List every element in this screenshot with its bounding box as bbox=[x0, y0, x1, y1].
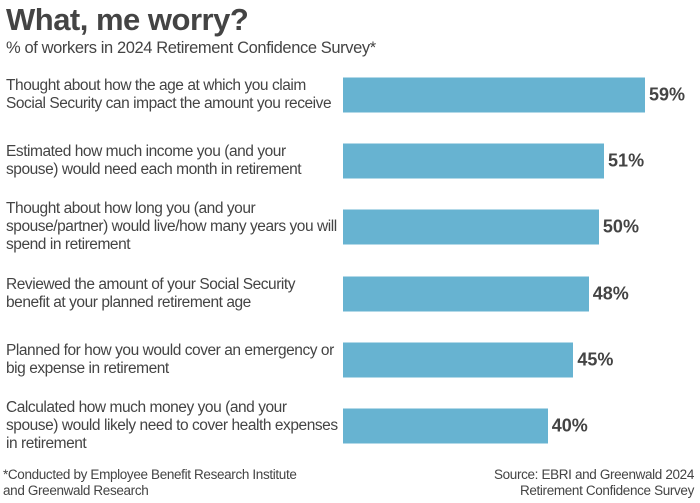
category-label: Calculated how much money you (and your … bbox=[6, 399, 338, 452]
category-label: Reviewed the amount of your Social Secur… bbox=[6, 275, 296, 311]
data-label: 48% bbox=[592, 283, 629, 304]
chart-title: What, me worry? bbox=[6, 2, 249, 37]
bar-row: Planned for how you would cover an emerg… bbox=[0, 327, 700, 393]
bar-row: Reviewed the amount of your Social Secur… bbox=[0, 261, 700, 327]
bar bbox=[343, 408, 548, 444]
data-label: 45% bbox=[577, 349, 614, 370]
chart-subtitle: % of workers in 2024 Retirement Confiden… bbox=[6, 39, 376, 57]
data-label: 59% bbox=[649, 84, 686, 105]
source-note: Source: EBRI and Greenwald 2024 Retireme… bbox=[493, 467, 694, 498]
bar bbox=[343, 342, 574, 378]
data-label: 51% bbox=[608, 150, 645, 171]
bar bbox=[343, 77, 645, 113]
data-label: 40% bbox=[551, 415, 588, 436]
bar bbox=[343, 276, 589, 312]
footnote: *Conducted by Employee Benefit Research … bbox=[3, 467, 297, 498]
bar-row: Calculated how much money you (and your … bbox=[0, 393, 700, 459]
category-label: Thought about how long you (and your spo… bbox=[6, 200, 337, 254]
data-label: 50% bbox=[602, 216, 639, 237]
bar-row: Thought about how the age at which you c… bbox=[0, 62, 700, 128]
category-label: Thought about how the age at which you c… bbox=[6, 77, 332, 112]
category-label: Estimated how much income you (and your … bbox=[6, 143, 302, 179]
bar bbox=[343, 209, 599, 245]
category-label: Planned for how you would cover an emerg… bbox=[6, 341, 334, 377]
bar-row: Thought about how long you (and your spo… bbox=[0, 194, 700, 260]
bar-row: Estimated how much income you (and your … bbox=[0, 128, 700, 194]
bar bbox=[343, 143, 605, 179]
